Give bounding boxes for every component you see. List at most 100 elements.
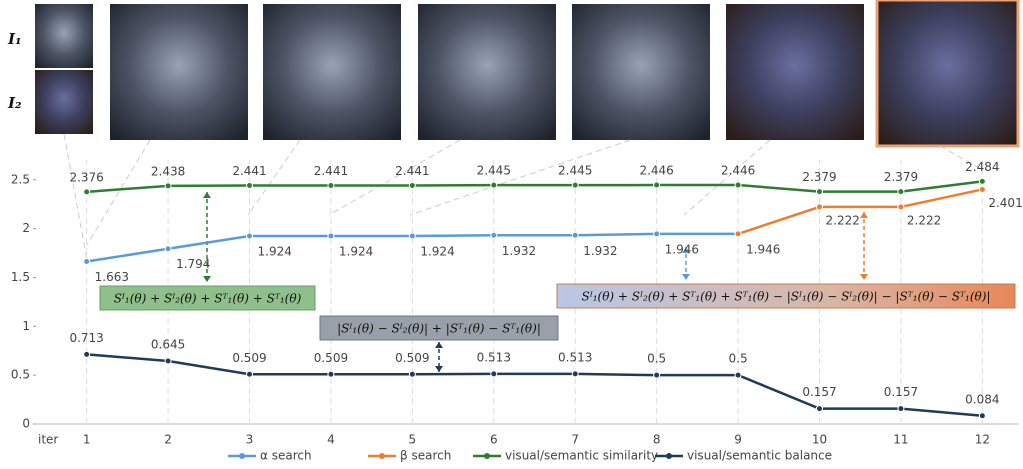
- data-point: [653, 230, 661, 238]
- legend-marker: [379, 453, 385, 459]
- image-label: I₂: [7, 94, 22, 112]
- data-label: 2.379: [802, 170, 836, 184]
- arrow-head: [860, 274, 868, 280]
- data-label: 2.222: [907, 213, 941, 227]
- image: [726, 4, 864, 140]
- data-label: 2.441: [314, 164, 348, 178]
- annotation: Sᴵ₁(θ) + Sᴵ₂(θ) + Sᵀ₁(θ) + Sᵀ₁(θ): [114, 292, 302, 306]
- data-label: 2.222: [826, 213, 860, 227]
- arrow-head: [435, 366, 443, 372]
- arrow-head: [682, 247, 690, 253]
- arrow-head: [203, 276, 211, 282]
- data-point: [83, 258, 91, 266]
- data-point: [490, 370, 498, 378]
- x-tick-label: 9: [734, 433, 742, 447]
- data-label: 0.157: [884, 385, 918, 399]
- series-line: [86, 180, 983, 194]
- data-label: 2.379: [884, 170, 918, 184]
- data-point: [978, 177, 986, 185]
- legend-label: visual/semantic balance: [687, 449, 832, 463]
- data-label: 2.446: [721, 164, 755, 178]
- data-point: [816, 188, 823, 196]
- arrow-head: [435, 342, 443, 348]
- x-tick-label: 12: [975, 433, 990, 447]
- data-point: [246, 232, 253, 240]
- data-point: [327, 370, 335, 378]
- data-point: [164, 182, 172, 190]
- series-line: [86, 353, 983, 418]
- legend-label: α search: [260, 449, 312, 463]
- data-label: 0.5: [647, 352, 666, 366]
- annotation: Sᴵ₁(θ) + Sᴵ₂(θ) + Sᵀ₁(θ) + Sᵀ₁(θ) − |Sᴵ₁…: [582, 290, 991, 304]
- x-tick-label: 2: [164, 433, 172, 447]
- x-tick-label: 6: [490, 433, 498, 447]
- data-label: 2.441: [232, 164, 266, 178]
- data-point: [164, 245, 172, 253]
- data-label: 0.645: [151, 337, 185, 351]
- legend-marker: [239, 453, 245, 459]
- data-label: 2.446: [639, 164, 673, 178]
- data-label: 2.441: [395, 164, 429, 178]
- annotation-box: [99, 285, 316, 311]
- data-label: 1.794: [176, 257, 210, 271]
- annotation-box: [556, 283, 1016, 309]
- data-point: [734, 230, 742, 238]
- data-point: [83, 350, 91, 358]
- data-label: 0.509: [314, 351, 348, 365]
- data-point: [408, 370, 416, 378]
- data-point: [978, 185, 986, 193]
- image-label: I₁: [7, 30, 22, 48]
- data-point: [734, 371, 742, 379]
- image: [263, 4, 401, 140]
- data-point: [490, 231, 498, 239]
- data-label: 2.401: [988, 196, 1022, 210]
- arrow-head: [682, 274, 690, 280]
- data-label: 2.484: [965, 160, 999, 174]
- x-tick-label: 4: [327, 433, 335, 447]
- data-point: [246, 182, 253, 190]
- y-tick-label: 0: [22, 417, 30, 431]
- x-tick-label: 8: [653, 433, 661, 447]
- annotation: |Sᴵ₁(θ) − Sᴵ₂(θ)| + |Sᵀ₁(θ) − Sᵀ₁(θ)|: [337, 322, 541, 336]
- data-point: [653, 371, 661, 379]
- data-label: 2.445: [558, 164, 592, 178]
- y-tick-label: 1: [22, 319, 30, 333]
- x-tick-label: 7: [571, 433, 579, 447]
- data-point: [897, 405, 905, 413]
- data-point: [571, 181, 579, 189]
- legend-marker: [484, 453, 490, 459]
- data-label: 2.376: [69, 170, 103, 184]
- y-tick-label: 2.5: [11, 172, 30, 186]
- x-tick-label: 3: [246, 433, 254, 447]
- y-tick-label: 0.5: [11, 368, 30, 382]
- image: [110, 4, 248, 140]
- image: [572, 4, 710, 140]
- data-point: [816, 203, 823, 211]
- x-tick-label: 1: [83, 433, 91, 447]
- series-line: [737, 188, 983, 236]
- legend-label: β search: [400, 449, 451, 463]
- x-tick-label: 11: [893, 433, 908, 447]
- data-point: [897, 203, 905, 211]
- data-label: 1.932: [502, 244, 536, 258]
- x-tick-label: 10: [812, 433, 827, 447]
- data-point: [816, 405, 823, 413]
- data-point: [978, 412, 986, 420]
- connectors: [63, 133, 984, 261]
- data-label: 1.924: [258, 245, 292, 259]
- data-label: 0.157: [802, 385, 836, 399]
- data-point: [653, 181, 661, 189]
- data-label: 1.946: [665, 242, 699, 256]
- data-point: [571, 231, 579, 239]
- image: [35, 70, 93, 134]
- data-label: 0.713: [69, 331, 103, 345]
- data-label: 0.513: [477, 350, 511, 364]
- data-point: [83, 188, 91, 196]
- data-label: 0.5: [729, 352, 748, 366]
- data-point: [897, 188, 905, 196]
- data-label: 2.445: [477, 164, 511, 178]
- data-point: [327, 182, 335, 190]
- data-label: 1.932: [583, 244, 617, 258]
- x-tick-label: 5: [409, 433, 417, 447]
